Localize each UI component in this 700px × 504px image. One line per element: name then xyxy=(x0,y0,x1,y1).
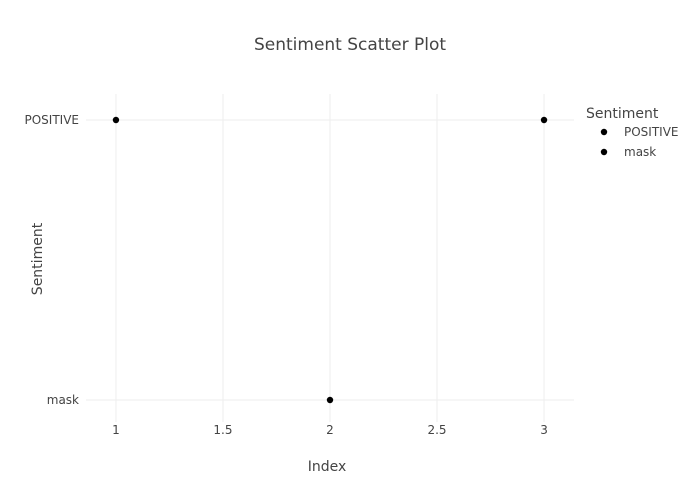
data-point-positive xyxy=(540,116,548,124)
y-axis-label: Sentiment xyxy=(30,222,46,295)
tick-layer: 1 1.5 2 2.5 3 mask POSITIVE xyxy=(25,113,548,437)
data-point-positive xyxy=(112,116,120,124)
x-tick-label: 2.5 xyxy=(427,423,446,437)
legend-title: Sentiment xyxy=(586,106,659,122)
x-tick-label: 3 xyxy=(540,423,548,437)
legend: Sentiment POSITIVE mask xyxy=(586,106,679,159)
x-tick-label: 1 xyxy=(112,423,120,437)
data-point-mask xyxy=(326,396,334,404)
legend-items: POSITIVE mask xyxy=(600,125,679,159)
points-layer xyxy=(112,116,548,404)
y-tick-label: POSITIVE xyxy=(25,113,80,127)
y-tick-label: mask xyxy=(47,393,79,407)
x-axis-label: Index xyxy=(308,459,347,475)
legend-marker xyxy=(600,148,608,156)
legend-marker xyxy=(600,128,608,136)
legend-label: POSITIVE xyxy=(624,125,679,139)
x-tick-label: 1.5 xyxy=(213,423,232,437)
x-tick-label: 2 xyxy=(326,423,334,437)
chart-title: Sentiment Scatter Plot xyxy=(254,35,446,55)
legend-label: mask xyxy=(624,145,656,159)
